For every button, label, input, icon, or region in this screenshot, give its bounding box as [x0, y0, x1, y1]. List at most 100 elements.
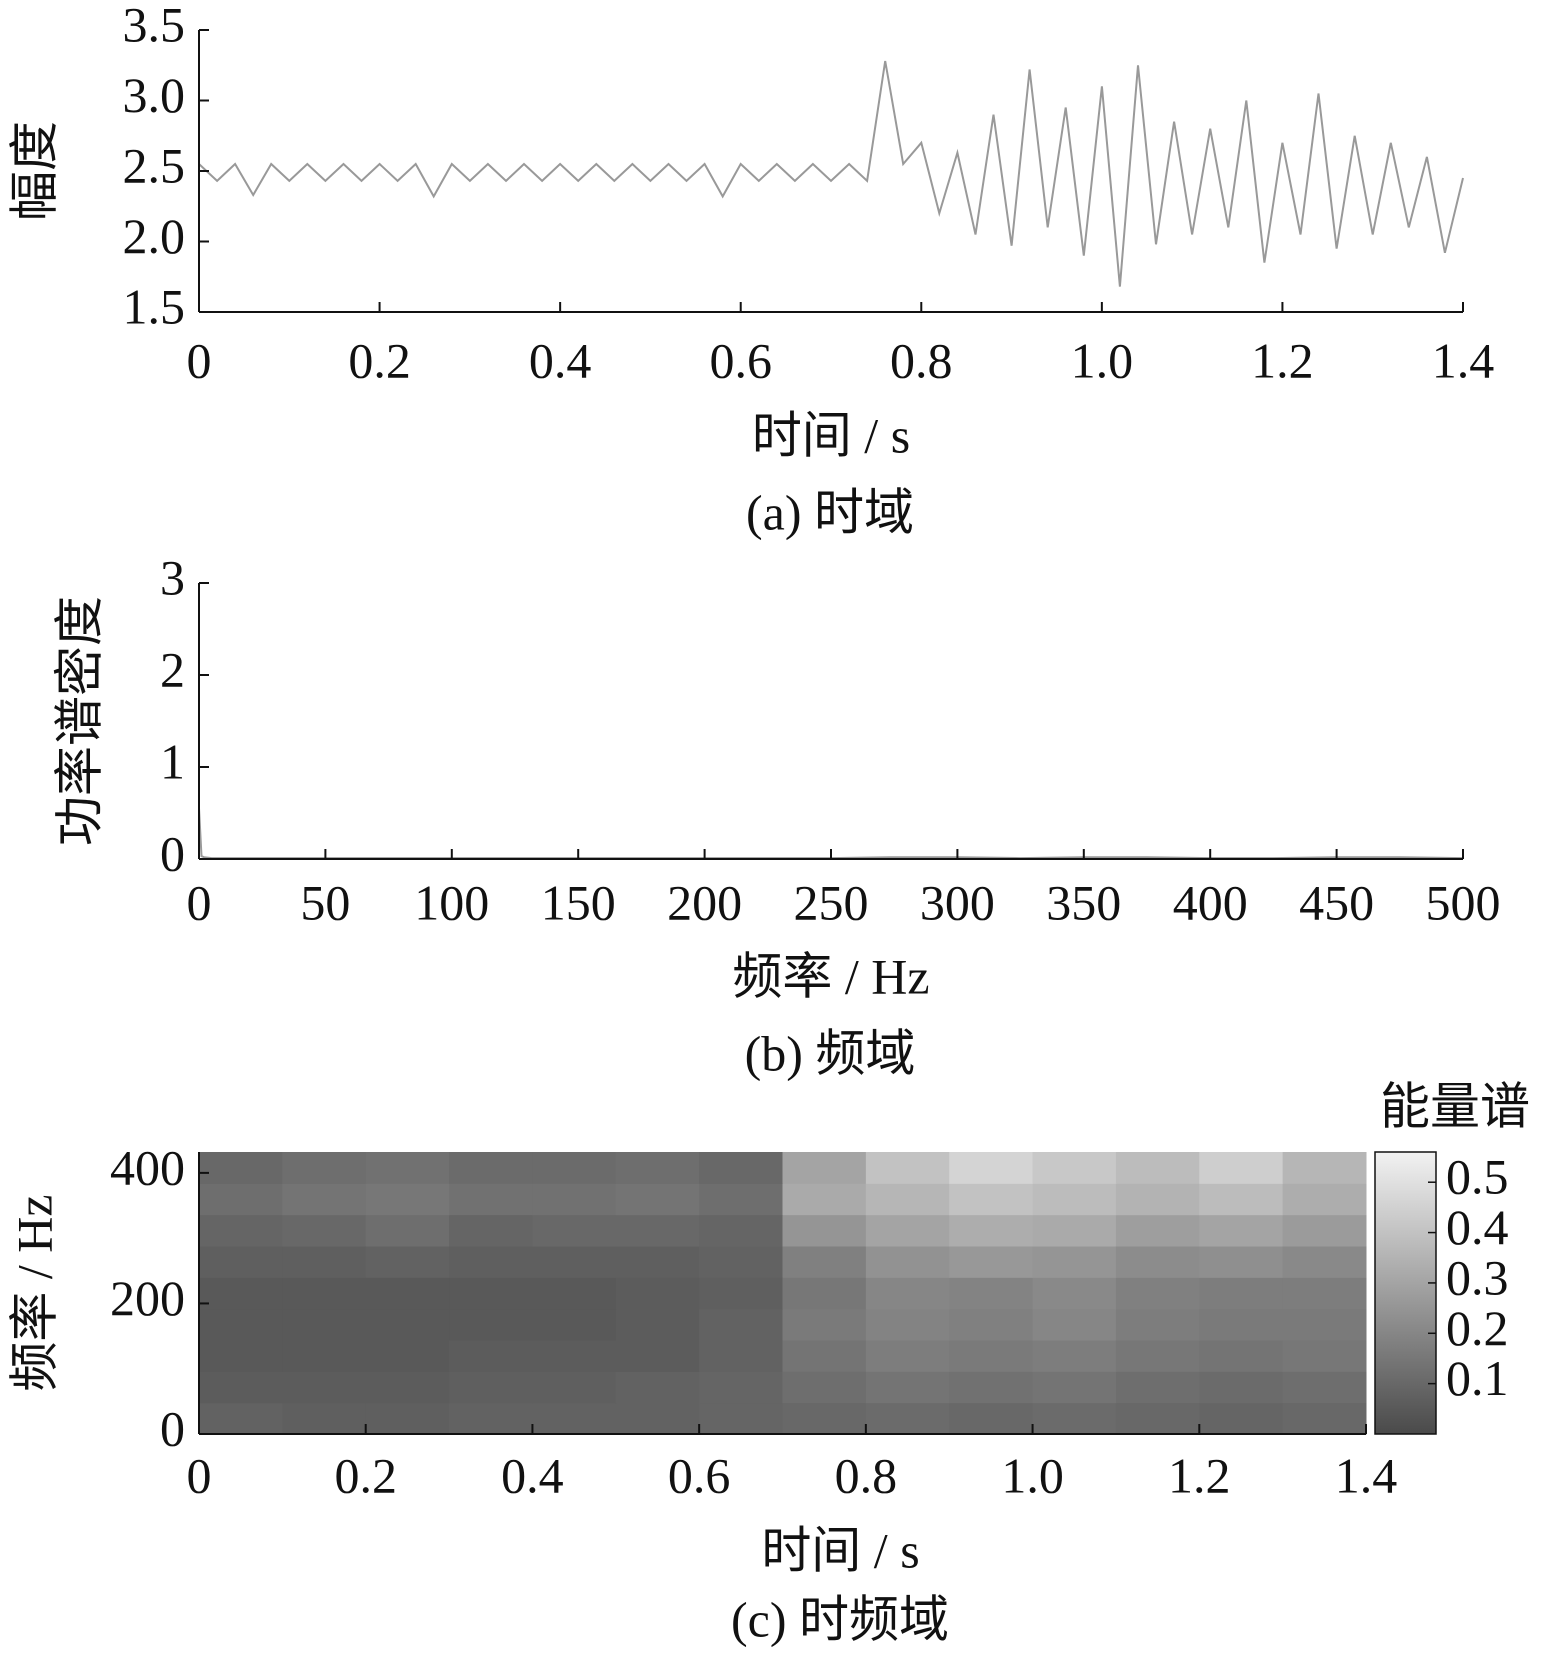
heatmap-cell — [1282, 1308, 1367, 1341]
heatmap-cell — [199, 1152, 283, 1184]
heatmap-cell — [699, 1214, 783, 1247]
y-tick-label: 1 — [160, 733, 185, 789]
heatmap-cell — [699, 1308, 783, 1341]
heatmap-cell — [865, 1246, 950, 1278]
heatmap-cell — [449, 1340, 533, 1372]
heatmap-cell — [282, 1277, 367, 1310]
heatmap-cell — [949, 1246, 1034, 1278]
heatmap-cell — [365, 1214, 450, 1247]
heatmap-cell — [1282, 1152, 1367, 1184]
heatmap-cell — [1032, 1277, 1117, 1310]
caption: (a) 时域 — [746, 484, 914, 540]
x-tick-label: 300 — [920, 874, 995, 930]
heatmap-cell — [532, 1246, 617, 1278]
y-axis-label: 幅度 — [6, 121, 62, 221]
heatmap-cell — [949, 1371, 1034, 1404]
heatmap-cell — [365, 1402, 450, 1435]
heatmap-cell — [1115, 1246, 1200, 1278]
heatmap-cell — [1115, 1277, 1200, 1310]
heatmap-cell — [949, 1340, 1034, 1372]
heatmap-cell — [615, 1246, 700, 1278]
x-tick-label: 0 — [187, 1447, 212, 1503]
y-tick-label: 2.5 — [123, 137, 186, 193]
heatmap-cell — [1032, 1308, 1117, 1341]
x-tick-label: 0.4 — [529, 332, 592, 388]
y-axis-label: 功率谱密度 — [51, 596, 107, 846]
heatmap-cell — [782, 1402, 867, 1435]
heatmap-cell — [1282, 1371, 1367, 1404]
caption: (b) 频域 — [745, 1025, 916, 1081]
heatmap-cell — [699, 1183, 783, 1216]
heatmap-cell — [699, 1246, 783, 1278]
x-tick-label: 400 — [1173, 874, 1248, 930]
heatmap-cell — [865, 1214, 950, 1247]
heatmap-cell — [282, 1183, 367, 1216]
heatmap-cell — [1199, 1183, 1284, 1216]
heatmap-cell — [1199, 1340, 1284, 1372]
heatmap-cell — [449, 1246, 533, 1278]
x-tick-label: 1.0 — [1071, 332, 1134, 388]
y-tick-label: 3.5 — [123, 0, 186, 52]
heatmap-cell — [949, 1308, 1034, 1341]
heatmap-cell — [449, 1214, 533, 1247]
heatmap-cell — [1032, 1183, 1117, 1216]
heatmap-cell — [865, 1340, 950, 1372]
heatmap-cell — [532, 1402, 617, 1435]
heatmap-cell — [1032, 1152, 1117, 1184]
heatmap-cell — [1199, 1308, 1284, 1341]
heatmap-cell — [865, 1183, 950, 1216]
heatmap-cell — [865, 1308, 950, 1341]
heatmap-cell — [782, 1183, 867, 1216]
heatmap-cell — [199, 1308, 283, 1341]
heatmap-cell — [699, 1277, 783, 1310]
heatmap-cell — [1199, 1152, 1284, 1184]
heatmap-cell — [1199, 1402, 1284, 1435]
heatmap-cell — [949, 1214, 1034, 1247]
signal-line — [198, 60, 1464, 287]
x-tick-label: 1.2 — [1168, 1447, 1231, 1503]
y-tick-label: 3.0 — [123, 67, 186, 123]
heatmap-cell — [1282, 1183, 1367, 1216]
heatmap-cell — [1199, 1246, 1284, 1278]
heatmap-cell — [615, 1152, 700, 1184]
heatmap-cell — [949, 1152, 1034, 1184]
y-tick-label: 200 — [110, 1270, 185, 1326]
heatmap-cell — [199, 1402, 283, 1435]
y-tick-label: 1.5 — [123, 278, 186, 334]
colorbar-tick-label: 0.1 — [1446, 1350, 1509, 1406]
heatmap-cell — [1199, 1371, 1284, 1404]
x-tick-label: 250 — [794, 874, 869, 930]
heatmap-cell — [1115, 1402, 1200, 1435]
y-tick-label: 2.0 — [123, 208, 186, 264]
heatmap-cell — [282, 1340, 367, 1372]
heatmap-cell — [1115, 1371, 1200, 1404]
x-tick-label: 0.8 — [835, 1447, 898, 1503]
heatmap-cell — [1115, 1340, 1200, 1372]
x-tick-label: 150 — [541, 874, 616, 930]
x-axis-label: 时间 / s — [752, 407, 910, 463]
heatmap-cell — [199, 1340, 283, 1372]
heatmap-cell — [782, 1214, 867, 1247]
heatmap-cell — [1115, 1308, 1200, 1341]
heatmap-cell — [199, 1246, 283, 1278]
heatmap-cell — [949, 1277, 1034, 1310]
x-tick-label: 200 — [667, 874, 742, 930]
heatmap-cell — [615, 1371, 700, 1404]
heatmap-cell — [282, 1371, 367, 1404]
colorbar-label: 能量谱 — [1380, 1078, 1530, 1134]
x-tick-label: 0.2 — [334, 1447, 397, 1503]
heatmap-cell — [282, 1246, 367, 1278]
heatmap-cell — [782, 1371, 867, 1404]
heatmap-cell — [699, 1371, 783, 1404]
caption: (c) 时频域 — [731, 1591, 949, 1647]
x-tick-label: 0.4 — [501, 1447, 564, 1503]
heatmap-cell — [365, 1371, 450, 1404]
heatmap-cell — [865, 1402, 950, 1435]
x-tick-label: 1.0 — [1001, 1447, 1064, 1503]
heatmap-cell — [615, 1183, 700, 1216]
y-tick-label: 3 — [160, 549, 185, 605]
heatmap-cell — [532, 1308, 617, 1341]
heatmap-cell — [365, 1246, 450, 1278]
heatmap-cell — [782, 1246, 867, 1278]
heatmap-cell — [449, 1371, 533, 1404]
